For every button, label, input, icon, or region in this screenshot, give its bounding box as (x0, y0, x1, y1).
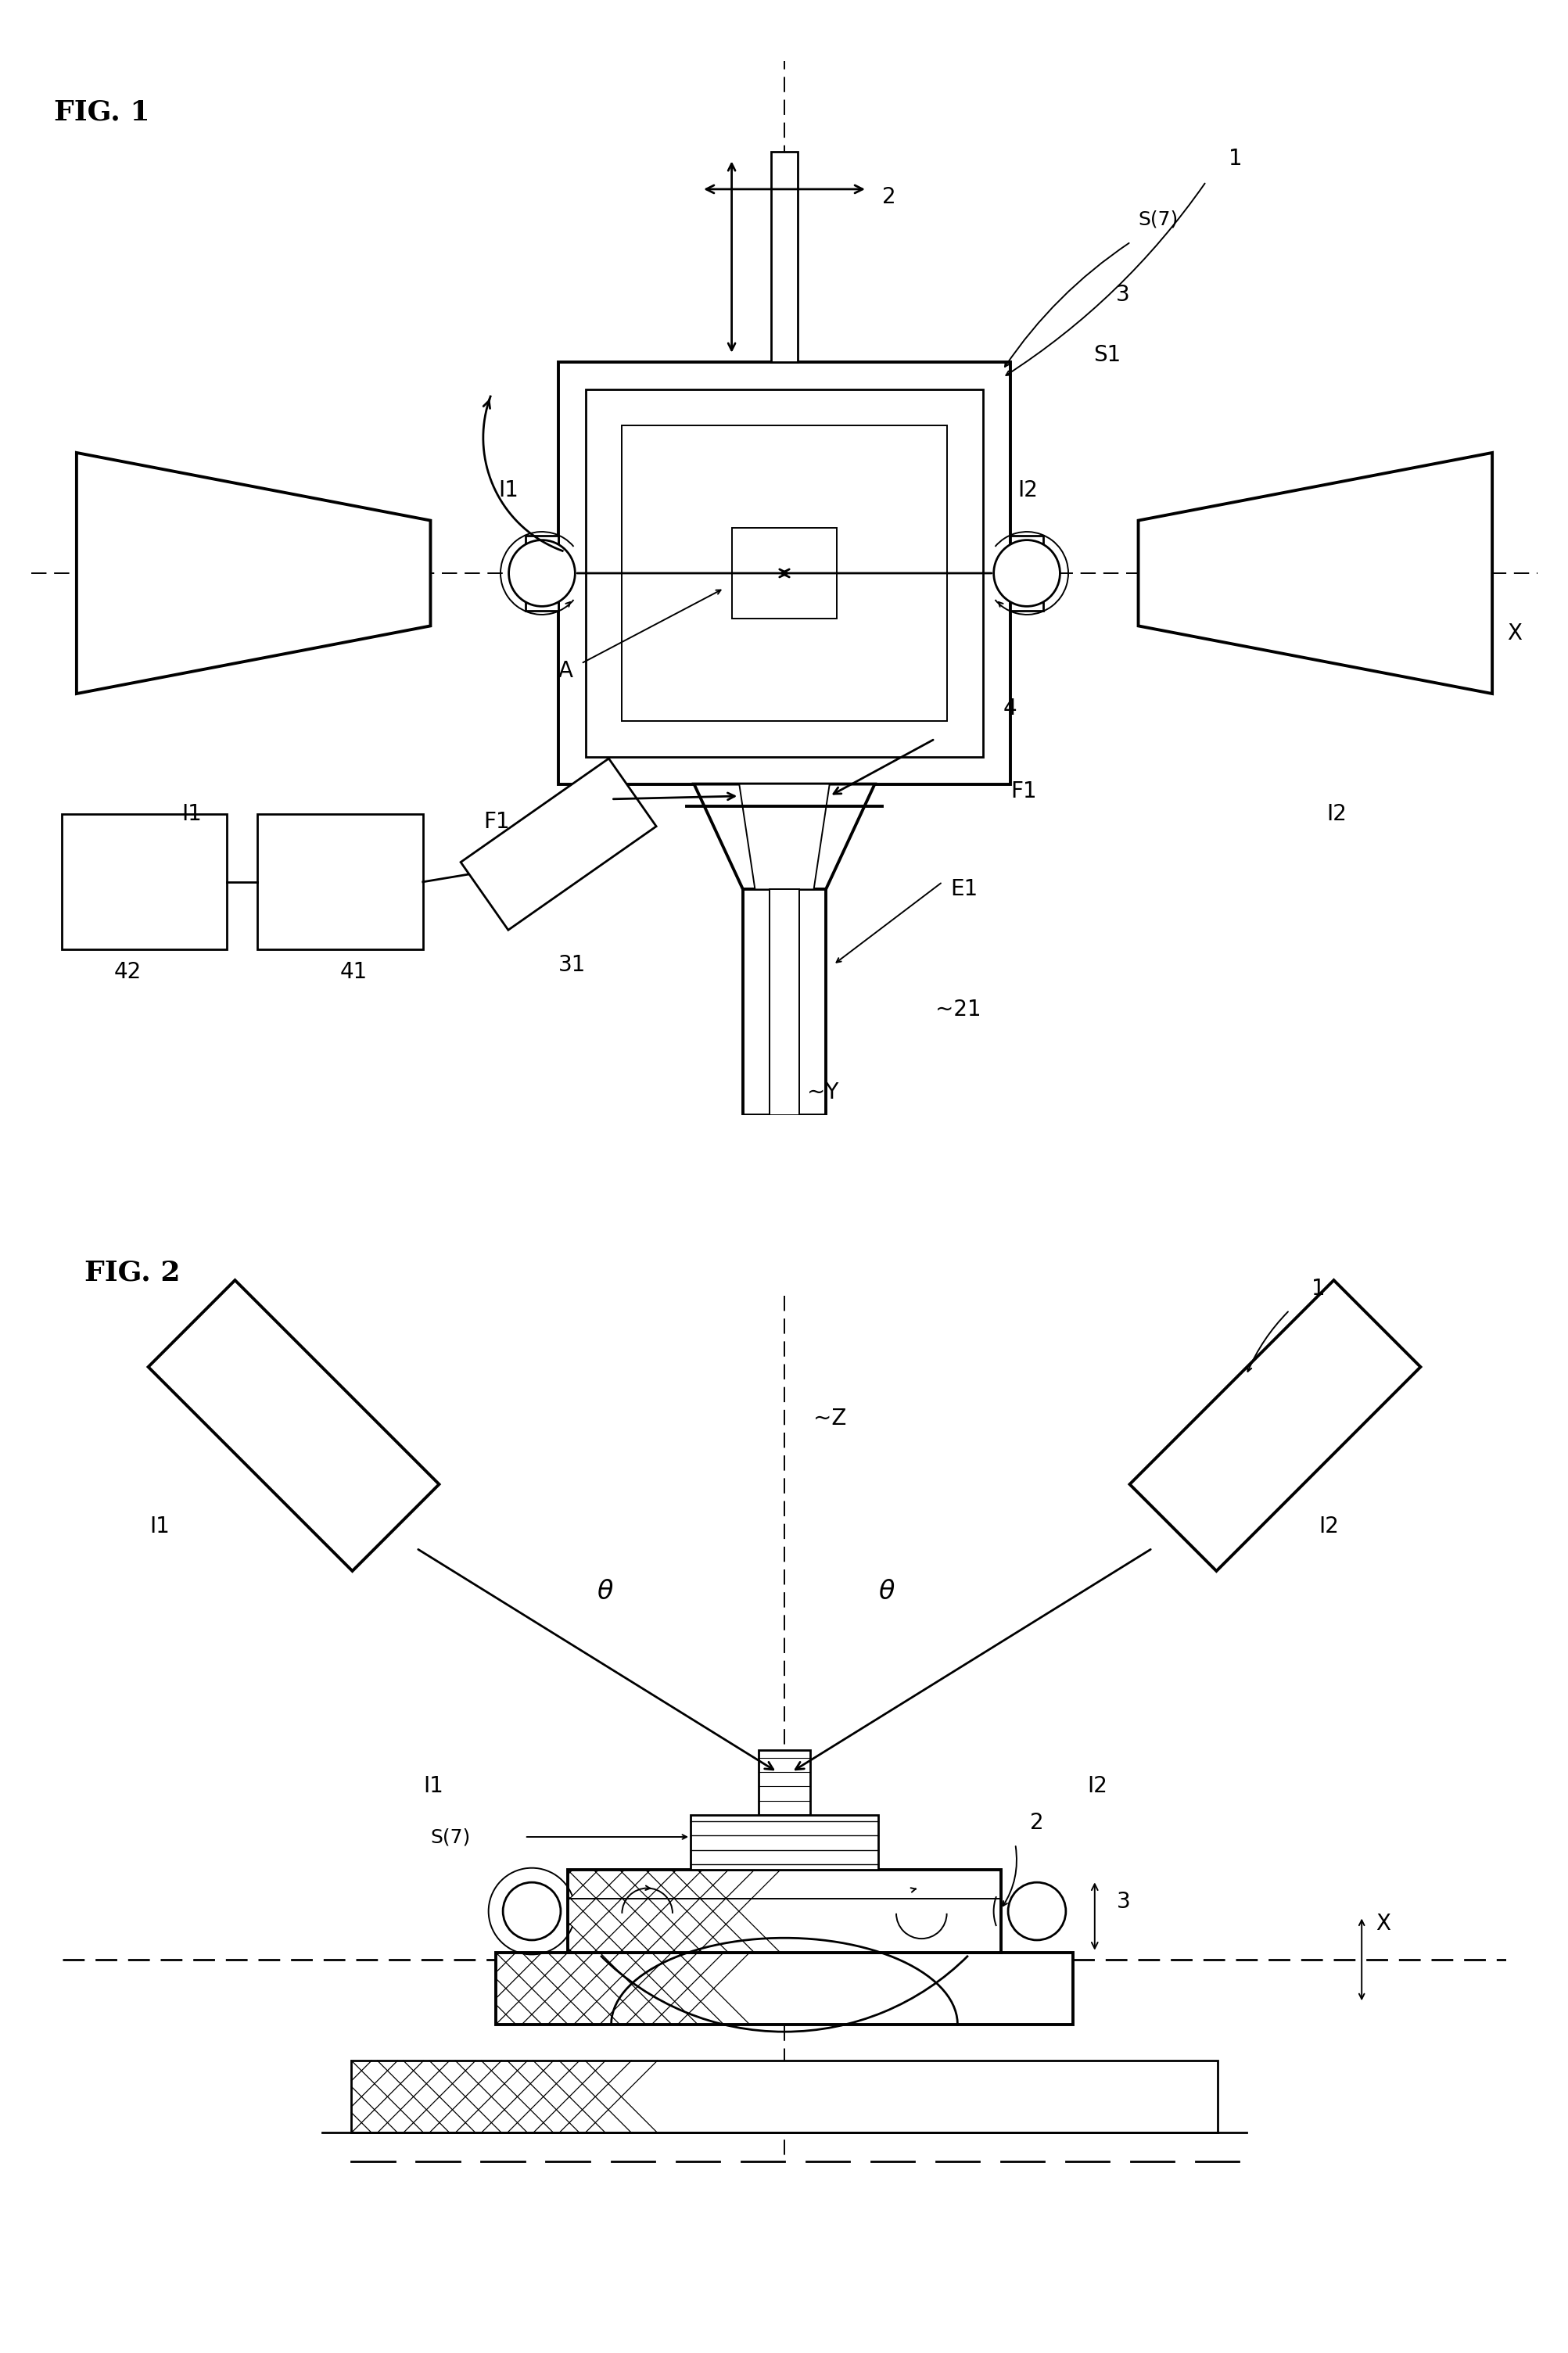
Circle shape (993, 541, 1060, 607)
Bar (351, 2061, 1217, 2132)
Polygon shape (1138, 452, 1491, 694)
Bar (495, 1953, 1073, 2024)
Bar (743, 889, 825, 1115)
Circle shape (508, 541, 575, 607)
Text: I1: I1 (499, 480, 517, 501)
Text: θ: θ (596, 1579, 613, 1605)
Text: ~Z: ~Z (812, 1407, 847, 1428)
Polygon shape (77, 452, 430, 694)
Text: 42: 42 (114, 962, 141, 984)
Text: ~Y: ~Y (806, 1082, 839, 1104)
Text: I1: I1 (182, 802, 202, 826)
Bar (558, 362, 1010, 784)
Text: I2: I2 (1087, 1777, 1107, 1798)
Text: 41: 41 (340, 962, 367, 984)
Polygon shape (693, 784, 875, 889)
Circle shape (503, 1882, 560, 1941)
Text: I2: I2 (1018, 480, 1038, 501)
Text: S(7): S(7) (431, 1828, 470, 1847)
Text: ~21: ~21 (935, 1000, 980, 1021)
Polygon shape (147, 1280, 439, 1572)
Text: FIG. 1: FIG. 1 (53, 99, 151, 125)
Text: 3: 3 (1116, 1892, 1129, 1913)
Bar (690, 1814, 878, 1871)
Text: E1: E1 (950, 878, 977, 901)
Text: 2: 2 (881, 186, 895, 207)
Polygon shape (1129, 1280, 1421, 1572)
Circle shape (1008, 1882, 1065, 1941)
Bar (731, 527, 837, 619)
Polygon shape (461, 758, 655, 929)
Text: A: A (558, 661, 572, 682)
Text: 31: 31 (558, 953, 586, 976)
Text: 1: 1 (1228, 148, 1242, 169)
Text: S(7): S(7) (1138, 209, 1178, 228)
Bar (1010, 536, 1043, 612)
Bar (257, 814, 423, 951)
Bar (525, 536, 558, 612)
Bar (770, 151, 798, 362)
Text: I1: I1 (423, 1777, 444, 1798)
Text: 1: 1 (1311, 1278, 1325, 1299)
Text: 3: 3 (1115, 285, 1129, 306)
Bar (757, 1751, 811, 1814)
Text: 2: 2 (1029, 1812, 1043, 1833)
Text: I2: I2 (1327, 802, 1345, 826)
Text: X: X (1375, 1913, 1391, 1934)
Bar (61, 814, 227, 951)
Bar (768, 889, 800, 1115)
Text: θ: θ (878, 1579, 894, 1605)
Text: X: X (1507, 624, 1521, 645)
Text: I1: I1 (149, 1515, 169, 1537)
Bar (568, 1871, 1000, 1953)
Text: I2: I2 (1317, 1515, 1338, 1537)
Bar (621, 426, 947, 720)
Polygon shape (739, 784, 829, 889)
Text: F1: F1 (1010, 781, 1036, 802)
Text: F1: F1 (483, 812, 510, 833)
Text: S1: S1 (1093, 344, 1120, 365)
Text: 4: 4 (1002, 699, 1016, 720)
Bar (585, 391, 983, 758)
Text: FIG. 2: FIG. 2 (85, 1259, 180, 1287)
